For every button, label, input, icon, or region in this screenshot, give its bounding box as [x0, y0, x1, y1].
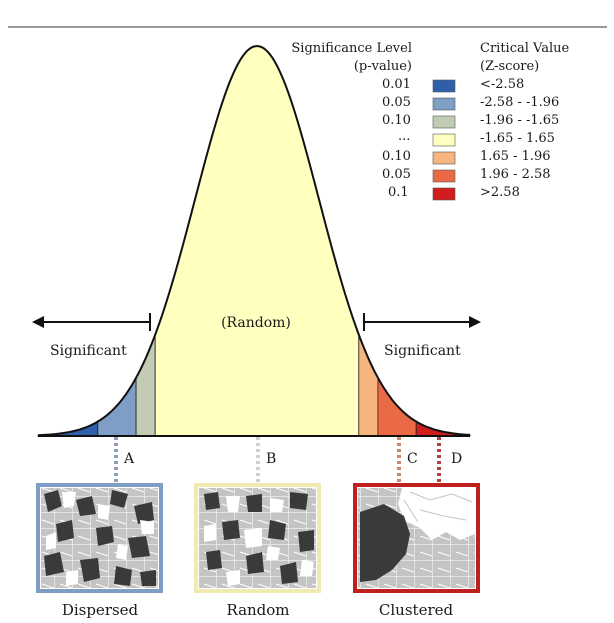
curve-region-light-orange [358, 334, 379, 437]
right-significant-label: Significant [384, 343, 461, 359]
dispersed-caption: Dispersed [62, 601, 139, 619]
legend-row: 0.01 <-2.58 [382, 77, 524, 93]
left-significant-label: Significant [50, 343, 127, 359]
legend: Significance Level (p-value) Critical Va… [291, 41, 569, 201]
marker-a-label: A [123, 451, 135, 467]
legend-row: 0.10 -1.96 - -1.65 [382, 113, 559, 129]
legend-swatch [432, 115, 456, 129]
legend-row: 0.05 1.96 - 2.58 [382, 167, 551, 183]
right-significance-arrow [363, 313, 481, 331]
marker-a: A [114, 437, 135, 484]
legend-p-value: 0.10 [382, 149, 411, 164]
dispersed-map: Dispersed [36, 483, 163, 619]
marker-b-label: B [266, 451, 276, 467]
significance-subheader: (p-value) [354, 59, 412, 74]
legend-p-value: 0.01 [382, 77, 411, 92]
curve-region-yellow [154, 45, 360, 437]
marker-c-label: C [407, 451, 418, 467]
legend-row: 0.1 >2.58 [388, 185, 520, 201]
critical-header: Critical Value [480, 41, 569, 56]
legend-row: ... -1.65 - 1.65 [398, 129, 555, 147]
marker-d: D [437, 437, 462, 484]
legend-swatch [432, 97, 456, 111]
center-random-label: (Random) [221, 315, 291, 331]
legend-p-value: 0.05 [382, 95, 411, 110]
legend-p-value: ... [398, 129, 410, 144]
legend-z-range: -1.96 - -1.65 [480, 113, 559, 128]
legend-p-value: 0.05 [382, 167, 411, 182]
legend-z-range: >2.58 [480, 185, 520, 200]
critical-subheader: (Z-score) [480, 59, 539, 74]
legend-p-value: 0.1 [388, 185, 409, 200]
curve-outline [37, 45, 471, 437]
significance-header: Significance Level [291, 41, 412, 56]
left-significance-arrow [32, 313, 151, 331]
random-caption: Random [226, 601, 289, 619]
legend-p-value: 0.10 [382, 113, 411, 128]
random-map: Random [194, 483, 321, 619]
legend-swatch [432, 151, 456, 165]
marker-c: C [397, 437, 418, 484]
legend-z-range: -2.58 - -1.96 [480, 95, 559, 110]
marker-b: B [256, 437, 276, 484]
clustered-caption: Clustered [379, 601, 454, 619]
legend-row: 0.05 -2.58 - -1.96 [382, 95, 559, 111]
curve-region-gray-green [135, 334, 156, 437]
marker-d-label: D [451, 451, 462, 467]
bell-curve [37, 45, 471, 437]
legend-z-range: 1.65 - 1.96 [480, 149, 551, 164]
legend-z-range: <-2.58 [480, 77, 524, 92]
clustered-map: Clustered [353, 483, 480, 619]
legend-z-range: 1.96 - 2.58 [480, 167, 551, 182]
legend-swatch [432, 79, 456, 93]
legend-swatch [432, 187, 456, 201]
legend-swatch [432, 169, 456, 183]
legend-z-range: -1.65 - 1.65 [480, 131, 555, 146]
legend-swatch [432, 133, 456, 147]
legend-row: 0.10 1.65 - 1.96 [382, 149, 551, 165]
